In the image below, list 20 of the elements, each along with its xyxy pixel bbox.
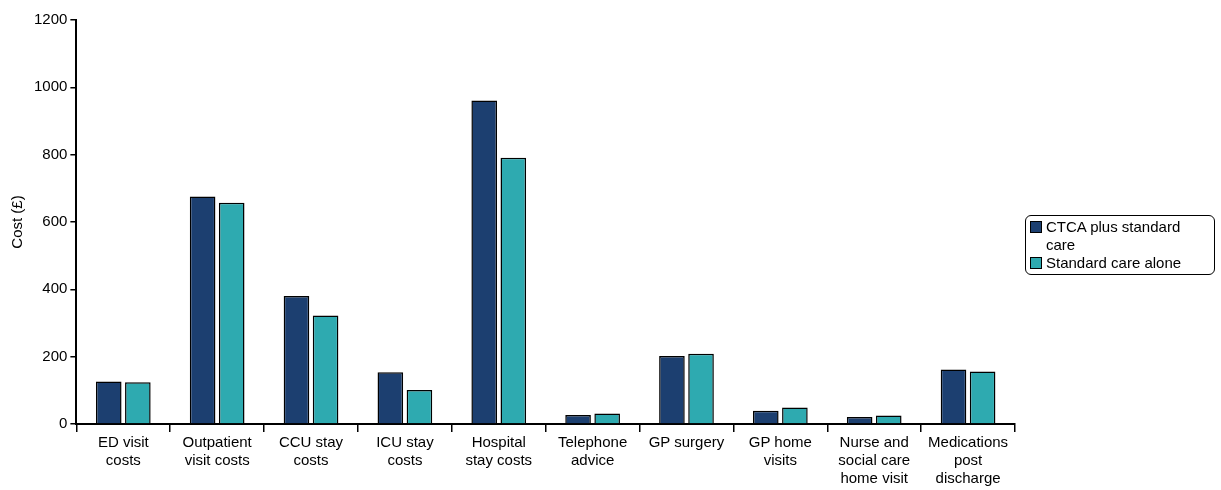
x-tick-label: Medications post discharge (928, 433, 1009, 487)
x-tick-label: ICU stay costs (376, 433, 435, 469)
y-tick-label: 800 (42, 144, 68, 162)
y-tick-label: 1000 (33, 77, 68, 95)
x-tick-label: ED visit costs (97, 433, 150, 469)
y-tick-label: 1200 (33, 10, 68, 28)
y-axis-title: Cost (£) (8, 195, 26, 249)
y-tick-label: 0 (59, 414, 68, 432)
x-tick-label: Hospital stay costs (465, 433, 533, 469)
x-tick-label: Outpatient visit costs (182, 433, 253, 469)
x-tick-label: Nurse and social care home visit (838, 433, 911, 487)
x-tick-label: GP home visits (748, 433, 812, 469)
y-tick-label: 200 (42, 346, 68, 364)
y-tick-label: 600 (42, 212, 68, 230)
x-tick-label: CCU stay costs (278, 433, 344, 469)
x-tick-label: GP surgery (648, 433, 725, 451)
legend-label: CTCA plus standard care (1046, 218, 1182, 254)
y-tick-label: 400 (42, 279, 68, 297)
x-tick-label: Telephone advice (558, 433, 628, 469)
legend-label: Standard care alone (1046, 254, 1182, 272)
